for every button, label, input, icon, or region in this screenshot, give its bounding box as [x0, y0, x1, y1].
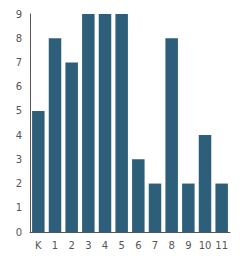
svg-text:7: 7	[152, 240, 158, 251]
svg-text:1: 1	[16, 202, 22, 213]
svg-text:3: 3	[85, 240, 91, 251]
svg-text:1: 1	[52, 240, 58, 251]
svg-text:5: 5	[16, 105, 22, 116]
svg-text:9: 9	[185, 240, 191, 251]
svg-text:2: 2	[68, 240, 74, 251]
svg-text:8: 8	[168, 240, 174, 251]
svg-text:4: 4	[16, 130, 22, 141]
svg-text:K: K	[35, 240, 42, 251]
svg-text:7: 7	[16, 57, 22, 68]
svg-text:6: 6	[16, 81, 22, 92]
svg-text:3: 3	[16, 154, 22, 165]
svg-text:2: 2	[16, 178, 22, 189]
svg-text:10: 10	[199, 240, 212, 251]
svg-text:0: 0	[16, 227, 22, 238]
svg-text:8: 8	[16, 33, 22, 44]
svg-text:9: 9	[16, 9, 22, 20]
svg-text:11: 11	[215, 240, 228, 251]
svg-text:6: 6	[135, 240, 141, 251]
svg-text:5: 5	[118, 240, 124, 251]
svg-text:4: 4	[102, 240, 108, 251]
